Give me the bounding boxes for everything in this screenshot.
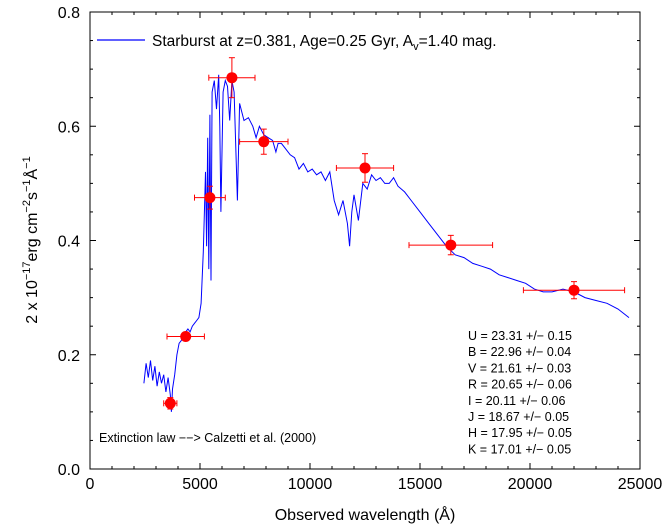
photometry-marker xyxy=(568,284,580,296)
photometry-marker xyxy=(204,192,216,204)
x-tick-label: 15000 xyxy=(398,476,443,493)
magnitude-line: U = 23.31 +/− 0.15 xyxy=(468,329,572,343)
x-axis-label: Observed wavelength (Å) xyxy=(275,505,456,524)
x-tick-label: 10000 xyxy=(288,476,333,493)
photometry-marker xyxy=(164,397,176,409)
x-tick-label: 25000 xyxy=(618,476,663,493)
x-ticks: 0 5000 10000 15000 20000 25000 xyxy=(86,12,663,493)
magnitude-line: B = 22.96 +/− 0.04 xyxy=(468,345,571,359)
photometry-point-H xyxy=(408,234,494,256)
y-tick-label: 0.2 xyxy=(58,348,80,365)
photometry-point-I xyxy=(239,128,289,155)
legend-label: Starburst at z=0.381, Age=0.25 Gyr, Av=1… xyxy=(152,33,497,53)
magnitude-line: I = 20.11 +/− 0.06 xyxy=(468,394,565,408)
photometry-marker xyxy=(180,330,192,342)
photometry-marker xyxy=(258,136,270,148)
magnitude-line: H = 17.95 +/− 0.05 xyxy=(468,426,572,440)
y-tick-label: 0.8 xyxy=(58,5,80,22)
y-ticks: 0.0 0.2 0.4 0.6 0.8 xyxy=(58,5,640,479)
photometry-marker xyxy=(445,239,457,251)
y-tick-label: 0.0 xyxy=(58,462,80,479)
photometry-marker xyxy=(359,162,371,174)
photometry-points xyxy=(163,57,626,410)
x-tick-label: 20000 xyxy=(508,476,553,493)
photometry-point-V xyxy=(194,185,226,210)
x-tick-label: 5000 xyxy=(182,476,218,493)
photometry-point-B xyxy=(166,330,205,342)
magnitudes-list: U = 23.31 +/− 0.15 B = 22.96 +/− 0.04 V = … xyxy=(468,329,572,456)
magnitude-line: J = 18.67 +/− 0.05 xyxy=(468,410,569,424)
y-axis-label: 2 x 10−17erg cm−2s−1Å−1 xyxy=(21,156,41,323)
y-tick-label: 0.4 xyxy=(58,234,80,251)
magnitude-line: V = 21.61 +/− 0.03 xyxy=(468,361,571,375)
photometry-point-J xyxy=(335,153,395,183)
photometry-point-R xyxy=(208,57,256,99)
plot-frame xyxy=(89,11,641,470)
y-tick-label: 0.6 xyxy=(58,119,80,136)
magnitude-line: R = 20.65 +/− 0.06 xyxy=(468,378,572,392)
magnitude-line: K = 17.01 +/− 0.05 xyxy=(468,442,571,456)
photometry-point-U xyxy=(163,397,178,410)
photometry-point-K xyxy=(522,281,626,300)
photometry-marker xyxy=(226,72,238,84)
x-tick-label: 0 xyxy=(86,476,95,493)
extinction-note: Extinction law −−> Calzetti et al. (2000… xyxy=(99,431,316,445)
